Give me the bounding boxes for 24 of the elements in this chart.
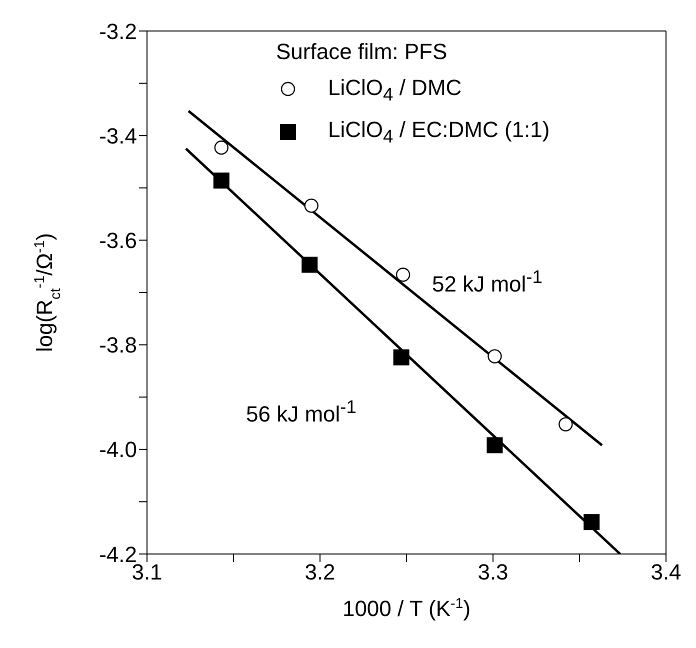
point — [396, 268, 410, 282]
y-tick-label: -3.2 — [99, 18, 137, 44]
y-tick-label: -3.4 — [99, 123, 137, 148]
point — [486, 437, 503, 454]
x-tick-label: 3.2 — [304, 560, 336, 585]
point — [213, 172, 230, 189]
x-tick-label: 3.4 — [650, 560, 682, 585]
y-tick-label: -4.0 — [99, 437, 137, 462]
point — [214, 140, 228, 155]
point — [558, 417, 573, 432]
point — [302, 256, 318, 273]
legend-label: LiClO$_{4}$ / DMC — [328, 75, 462, 104]
point — [393, 349, 410, 366]
point — [584, 514, 600, 530]
y-tick-label: -3.8 — [99, 332, 137, 358]
x-axis-title: 1000 / T (K$^{-1}$) — [342, 596, 471, 621]
legend-title: Surface film: PFS — [276, 38, 448, 66]
point — [488, 349, 502, 364]
annotation: 56 kJ mol$^{-1}$ — [246, 396, 356, 428]
x-tick-label: 3.3 — [478, 560, 508, 585]
point — [304, 198, 318, 213]
legend-label: LiClO$_{4}$ / EC:DMC (1:1) — [328, 117, 550, 147]
annotation: 52 kJ mol$^{-1}$ — [432, 266, 542, 298]
y-tick-label: -3.6 — [99, 228, 137, 254]
